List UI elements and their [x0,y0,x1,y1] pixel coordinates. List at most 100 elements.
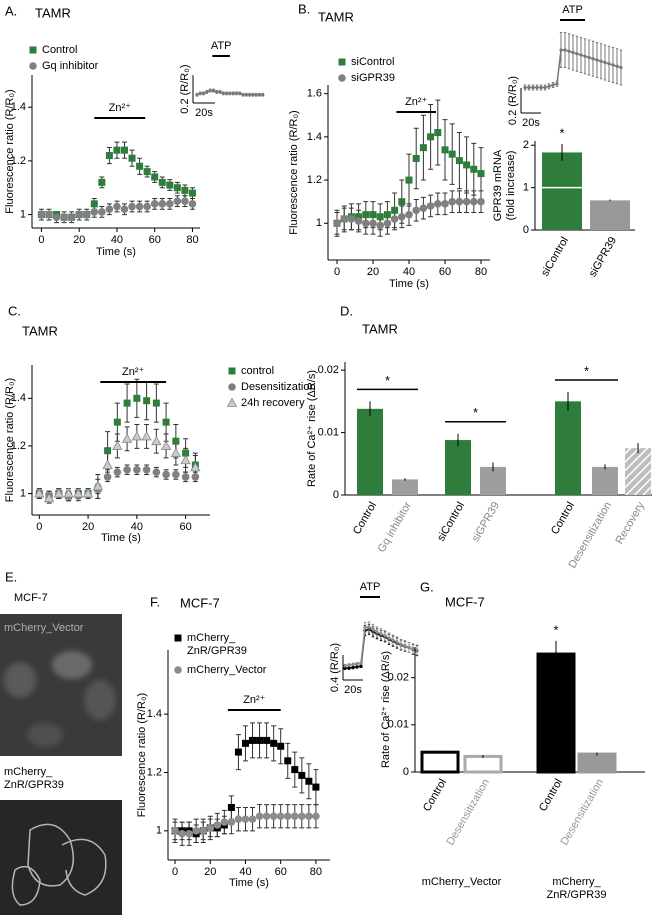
data-point [283,812,292,821]
legend-marker [174,666,182,674]
trace-point [383,634,387,638]
y-tick-label: 1 [316,217,322,229]
x-tick-label: 60 [179,521,191,533]
trace-point [371,627,375,631]
trace-point [195,93,199,97]
data-point [150,200,159,208]
x-tick-label: 40 [239,866,251,878]
panel-label: A. [5,3,17,18]
trace-point [205,90,209,94]
data-point [173,184,181,192]
legend-marker [338,58,346,66]
trace-point [257,93,262,97]
data-point [434,129,442,137]
x-tick-label: 60 [439,266,451,278]
data-point [67,213,76,222]
trace-point [254,93,258,97]
scale-bar-x-label: 20s [522,117,540,129]
data-point [63,488,74,498]
x-tick-label: 60 [149,234,161,246]
scale-bar-x-label: 20s [195,107,213,119]
data-point [141,431,152,441]
data-point [190,462,201,472]
trace-point [543,85,547,90]
trace-point [363,625,367,630]
x-tick-label: 20 [204,866,216,878]
trace-point [567,49,571,53]
y-axis-label: Fluorescence ratio (R/R₀) [136,693,148,817]
x-axis-label: Time (s) [229,877,269,889]
x-tick-label: 20 [73,234,85,246]
data-point [158,200,167,208]
bar [577,752,617,774]
data-point [206,824,215,832]
bar [420,750,460,774]
data-point [180,454,191,465]
trace-point [611,63,615,67]
y-axis-label: Fluorescence ratio (R/R₀) [288,110,300,234]
trace-point [228,91,232,95]
panel-label: G. [420,579,434,594]
data-point [305,777,313,785]
data-point [234,815,243,823]
image-caption: mCherry_ ZnR/GPR39 [4,766,64,791]
y-tick-label: 0 [333,489,339,501]
trace-point [395,640,399,644]
data-point [220,818,229,826]
y-tick-label: 0.01 [318,426,339,438]
trace-point [595,58,599,62]
data-point [98,208,106,216]
legend-marker [174,634,182,642]
y-tick-label: 1.4 [147,708,162,720]
trace-point [355,665,359,669]
data-point [82,210,91,219]
category-label: Desensitization [558,777,606,848]
significance-label: * [553,622,558,637]
data-point [181,197,189,205]
data-point [181,186,189,194]
panel-label: F. [150,594,160,609]
data-point [455,197,464,206]
stimulus-label: ATP [360,581,381,593]
trace-point [355,662,359,666]
trace-point [218,90,222,94]
data-point [419,144,427,152]
panel-subtitle: MCF-7 [180,595,220,610]
trace-point [535,85,539,90]
data-point [98,178,106,186]
y-tick-label: 0.01 [388,719,409,731]
data-point [262,812,271,821]
category-label: Gq inhibitor [376,500,415,555]
data-point [90,200,98,208]
data-point [199,827,208,835]
trace-point [411,647,415,651]
data-point [128,154,136,162]
data-point [143,397,151,405]
data-point [152,399,160,407]
bar [625,448,651,495]
trace-point [208,88,212,93]
data-point [188,200,197,208]
data-point [276,812,285,821]
data-point [105,152,113,160]
data-point [131,431,143,441]
data-point [191,473,200,481]
data-point [104,447,112,455]
data-point [347,215,356,223]
data-point [120,146,128,154]
data-point [37,210,46,219]
x-tick-label: 0 [172,866,178,878]
y-tick-label: 1 [523,182,529,194]
data-point [426,202,435,210]
x-tick-label: 80 [475,266,487,278]
y-tick-label: 0 [403,766,409,778]
y-tick-label: 1.4 [11,101,26,113]
category-label: Recovery [613,500,647,547]
x-tick-label: 80 [186,234,198,246]
y-axis-label: Rate of Ca²⁺ rise (ΔR/s) [380,651,392,768]
data-point [412,154,420,162]
legend-marker [226,397,238,407]
trace-point [201,91,206,95]
bar [357,408,383,495]
